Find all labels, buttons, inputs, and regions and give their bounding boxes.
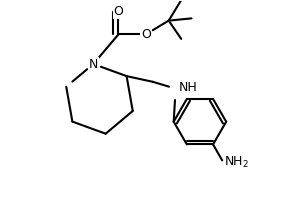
Text: N: N [89,58,98,71]
Text: O: O [113,5,123,18]
Text: NH: NH [178,81,197,94]
Text: O: O [141,28,151,41]
Text: NH$_2$: NH$_2$ [224,155,250,170]
